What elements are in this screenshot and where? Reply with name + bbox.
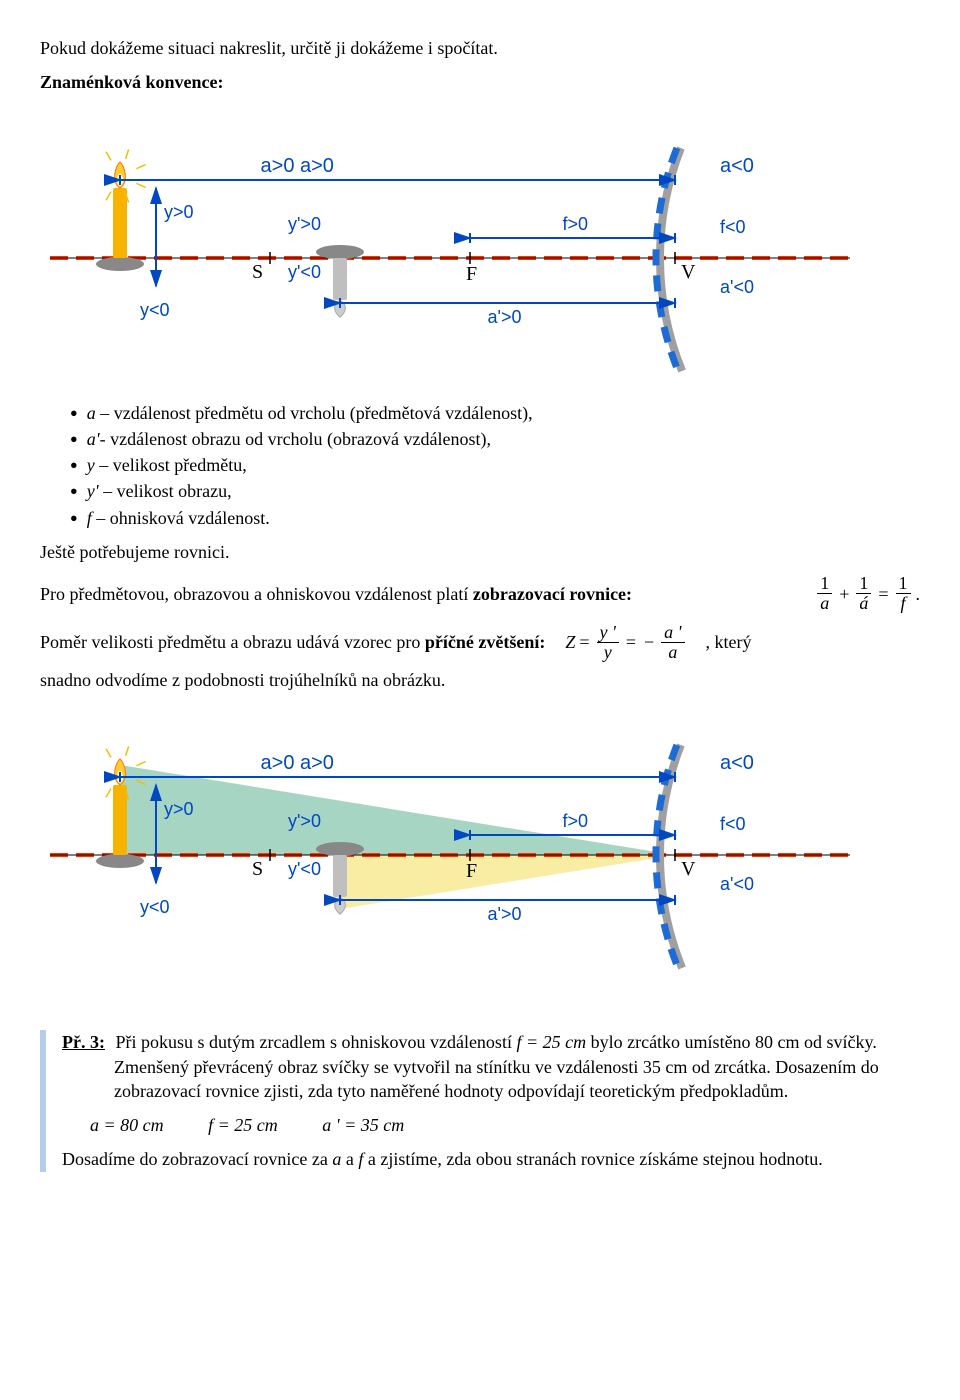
imaging-equation-formula: 1a + 1á = 1f .: [814, 574, 920, 613]
def-a-prime: a'- vzdálenost obrazu od vrcholu (obrazo…: [70, 427, 920, 451]
svg-text:a'<0: a'<0: [720, 277, 754, 297]
svg-text:f>0: f>0: [563, 214, 589, 234]
imaging-eq-text: Pro předmětovou, obrazovou a ohniskovou …: [40, 582, 632, 606]
svg-text:f<0: f<0: [720, 217, 746, 237]
svg-text:y>0: y>0: [164, 799, 194, 819]
svg-text:a>0: a>0: [261, 752, 295, 774]
intro-text: Pokud dokážeme situaci nakreslit, určitě…: [40, 36, 920, 60]
imaging-equation-row: Pro předmětovou, obrazovou a ohniskovou …: [40, 574, 920, 613]
magnification-tail: snadno odvodíme z podobnosti trojúhelník…: [40, 668, 920, 692]
svg-text:a>0: a>0: [300, 752, 334, 774]
svg-text:a'>0: a'>0: [488, 307, 522, 327]
need-equation-text: Ještě potřebujeme rovnici.: [40, 540, 920, 564]
def-a: a – vzdálenost předmětu od vrcholu (před…: [70, 401, 920, 425]
svg-text:F: F: [466, 860, 477, 882]
svg-text:F: F: [466, 263, 477, 285]
svg-text:y<0: y<0: [140, 300, 170, 320]
svg-text:S: S: [252, 261, 263, 283]
svg-text:y<0: y<0: [140, 897, 170, 917]
svg-text:a'>0: a'>0: [488, 904, 522, 924]
svg-text:y'<0: y'<0: [288, 859, 321, 879]
svg-text:a<0: a<0: [720, 155, 754, 177]
magnification-formula: Z = y 'y = − a 'a: [565, 623, 687, 662]
svg-text:a>0: a>0: [261, 155, 295, 177]
svg-text:y'>0: y'>0: [288, 811, 321, 831]
def-y-prime: y' – velikost obrazu,: [70, 479, 920, 503]
svg-text:V: V: [681, 858, 696, 880]
svg-text:y'>0: y'>0: [288, 214, 321, 234]
def-f: f – ohnisková vzdálenost.: [70, 506, 920, 530]
svg-text:y>0: y>0: [164, 202, 194, 222]
svg-text:V: V: [681, 261, 696, 283]
svg-text:a'<0: a'<0: [720, 874, 754, 894]
example-3-text: Př. 3: Při pokusu s dutým zrcadlem s ohn…: [62, 1030, 920, 1103]
svg-text:a<0: a<0: [720, 752, 754, 774]
svg-text:y'<0: y'<0: [288, 262, 321, 282]
example-3-block: Př. 3: Při pokusu s dutým zrcadlem s ohn…: [40, 1030, 920, 1171]
sign-convention-diagram: a>0a>0 a<0 f>0 f<0 a'>0 a'<0 y>0 y<0 y'>0 y'<0 S F V: [40, 113, 920, 373]
example-3-label: Př. 3:: [62, 1032, 105, 1052]
svg-text:S: S: [252, 858, 263, 880]
magnification-text: Poměr velikosti předmětu a obrazu udává …: [40, 630, 545, 654]
def-y: y – velikost předmětu,: [70, 453, 920, 477]
svg-text:a>0: a>0: [300, 155, 334, 177]
sign-convention-heading: Znaménková konvence:: [40, 70, 920, 94]
symbol-definitions-list: a – vzdálenost předmětu od vrcholu (před…: [40, 401, 920, 530]
svg-text:f<0: f<0: [720, 814, 746, 834]
svg-text:f>0: f>0: [563, 811, 589, 831]
example-3-substitute-text: Dosadíme do zobrazovací rovnice za a a f…: [62, 1147, 920, 1171]
similar-triangles-diagram: a>0a>0 a<0 f>0 f<0 a'>0 a'<0 y>0 y<0 y'>0 y'<0 S F V: [40, 710, 920, 990]
example-3-given: a = 80 cm f = 25 cm a ' = 35 cm: [62, 1113, 920, 1137]
magnification-row: Poměr velikosti předmětu a obrazu udává …: [40, 623, 920, 662]
